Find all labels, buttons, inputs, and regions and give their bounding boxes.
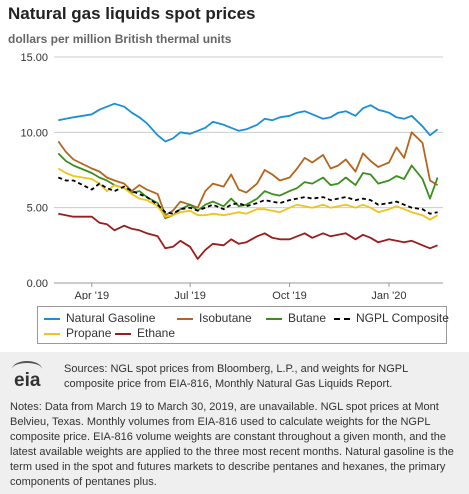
y-tick-label: 5.00 [27, 203, 48, 215]
chart-title: Natural gas liquids spot prices [8, 4, 256, 23]
footer-panel: eia Sources: NGL spot prices from Bloomb… [0, 352, 469, 494]
series-line-natural-gasoline [58, 102, 439, 143]
legend-item-butane: Butane [266, 311, 326, 325]
line-chart: 0.00 5.00 10.00 15.00 Apr '19 Jul '19 Oct '19 J… [20, 52, 443, 300]
x-tick-label: Apr '19 [75, 290, 110, 300]
legend-swatch-ngpl-composite [334, 317, 350, 320]
y-tick-label: 0.00 [27, 278, 48, 290]
logo-arc-icon [12, 361, 42, 377]
series-line-ngpl-composite [57, 176, 438, 215]
sources-text: Sources: NGL spot prices from Bloomberg,… [64, 363, 408, 390]
notes-text: Notes: Data from March 19 to March 30, 2… [10, 401, 454, 488]
legend-label-propane: Propane [66, 326, 112, 340]
legend-swatch-natural-gasoline [44, 317, 60, 320]
legend-swatch-isobutane [177, 317, 193, 320]
x-tick-label: Jan '20 [371, 290, 406, 300]
chart-legend: Natural Gasoline Isobutane Butane NGPL C… [37, 306, 449, 344]
legend-label-isobutane: Isobutane [199, 311, 252, 325]
legend-label-butane: Butane [288, 311, 327, 325]
legend-item-ngpl-composite: NGPL Composite [334, 311, 449, 325]
x-tick-label: Oct '19 [272, 290, 307, 300]
chart-subtitle: dollars per million British thermal unit… [8, 32, 232, 46]
legend-item-ethane: Ethane [115, 326, 175, 340]
legend-label-ngpl-composite: NGPL Composite [356, 311, 449, 325]
legend-label-natural-gasoline: Natural Gasoline [66, 311, 156, 325]
y-tick-label: 10.00 [20, 127, 48, 139]
eia-logo: eia [12, 361, 42, 392]
legend-swatch-propane [44, 332, 60, 335]
x-tick-label: Jul '19 [174, 290, 205, 300]
legend-item-natural-gasoline: Natural Gasoline [44, 311, 155, 325]
legend-label-ethane: Ethane [137, 326, 176, 340]
y-tick-label: 15.00 [20, 52, 48, 64]
legend-item-propane: Propane [44, 326, 111, 340]
series-line-ethane [58, 212, 438, 260]
legend-swatch-butane [266, 317, 282, 320]
series-line-isobutane [57, 131, 439, 217]
legend-item-isobutane: Isobutane [177, 311, 252, 325]
legend-swatch-ethane [115, 332, 131, 335]
series-line-propane [57, 167, 439, 221]
